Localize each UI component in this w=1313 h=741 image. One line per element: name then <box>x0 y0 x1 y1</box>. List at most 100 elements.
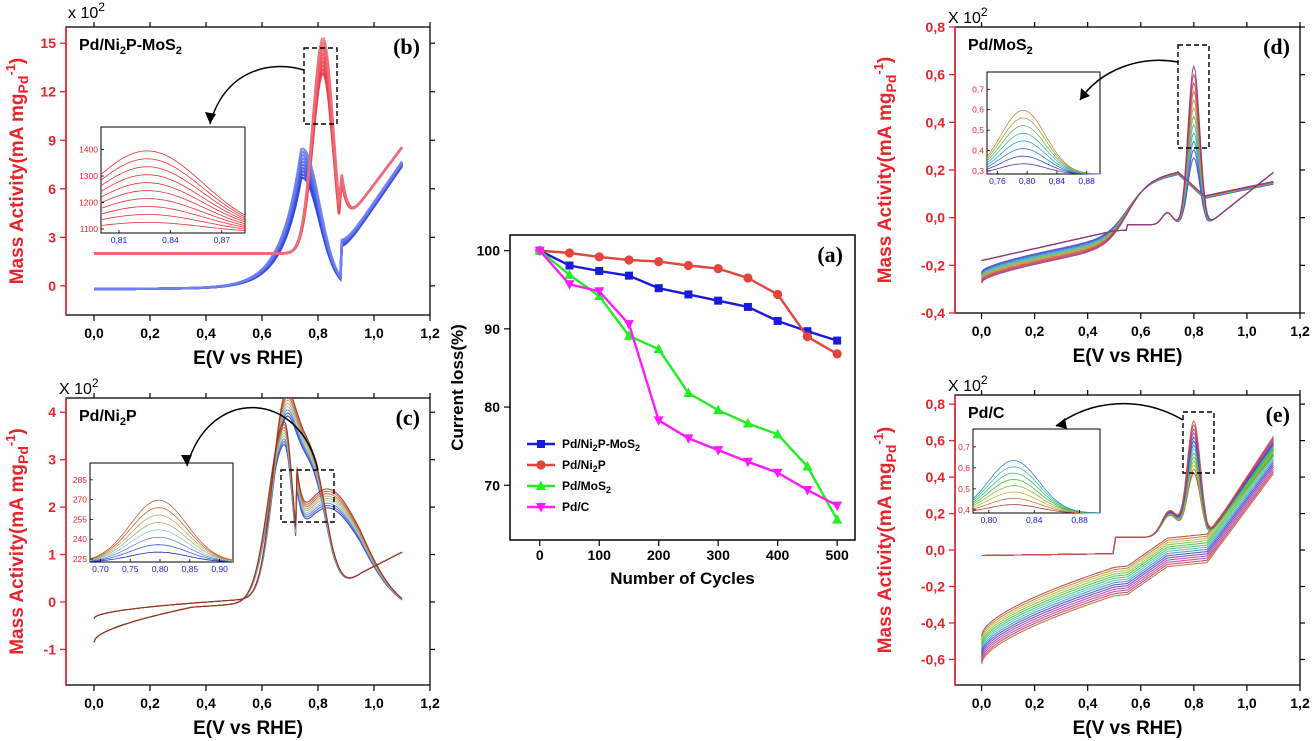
x-tick-label: 0,6 <box>1131 695 1151 711</box>
x-tick-label: 0,0 <box>84 325 104 341</box>
inset-x-tick-label: 0,70 <box>92 564 109 574</box>
cv-curve-forward <box>980 457 1274 650</box>
panel-label-e: (e) <box>1266 402 1290 427</box>
x-tick-label: 1,0 <box>364 695 384 711</box>
cv-curve-forward <box>980 462 1274 654</box>
inset-curve <box>89 536 234 562</box>
inset-curve <box>89 544 234 562</box>
data-point <box>683 434 694 444</box>
y-tick-label: 90 <box>484 321 500 337</box>
x-tick-label: 100 <box>588 547 612 563</box>
x-tick-label: 500 <box>825 547 849 563</box>
x-tick-label: 0 <box>536 547 544 563</box>
cv-curve-forward <box>980 453 1274 645</box>
x-tick-label: 0,8 <box>308 325 328 341</box>
zoom-arrow-head <box>1056 418 1067 429</box>
y-tick-label: 0 <box>48 278 56 294</box>
multiplier-label-e: X 102 <box>948 373 988 395</box>
data-point <box>594 252 604 262</box>
inset-curve <box>100 150 246 216</box>
inset-curve <box>89 521 234 562</box>
material-label-e: Pd/C <box>968 405 1005 422</box>
y-axis-title-d: Mass Activity(mA mgPd-1) <box>871 57 899 284</box>
y-axis-title-e: Mass Activity(mA mgPd-1) <box>871 427 899 654</box>
inset-x-tick-label: 0,88 <box>1078 176 1095 186</box>
panel-label-d: (d) <box>1263 34 1290 59</box>
inset-x-tick-label: 0,87 <box>214 235 231 245</box>
data-point <box>742 457 753 468</box>
y-tick-label: 0,0 <box>926 542 946 558</box>
x-tick-label: 0,8 <box>1184 695 1204 711</box>
legend-label: Pd/C <box>562 500 590 514</box>
data-point <box>803 327 812 336</box>
zoom-box-e <box>1182 411 1215 474</box>
inset-y-tick-label: 0,4 <box>972 146 984 156</box>
x-tick-label: 0,2 <box>140 325 160 341</box>
material-label-b: Pd/Ni2P-MoS2 <box>79 37 182 57</box>
inset-y-tick-label: 1400 <box>79 145 98 155</box>
panel-label-b: (b) <box>393 34 420 59</box>
inset-curve <box>100 206 246 228</box>
zoom-arrow-d <box>1079 59 1179 101</box>
data-point <box>832 501 843 512</box>
curves-c <box>93 398 403 643</box>
panel-b: 0,0 0,2 0,4 0,6 0,8 1,0 1,2 0 3 6 9 12 15 E(V vs RHE)… <box>3 0 440 369</box>
inset-x-tick-label: 0,80 <box>152 564 169 574</box>
zoom-box-d <box>1177 44 1210 149</box>
cv-curve-forward <box>93 420 403 643</box>
data-point <box>743 273 753 283</box>
inset-curves-d <box>986 109 1101 175</box>
zoom-box-c <box>280 469 335 523</box>
inset-curve <box>89 499 234 561</box>
data-point <box>773 289 783 300</box>
y-tick-label: -0,2 <box>921 579 945 595</box>
y-tick-label: 9 <box>48 132 56 148</box>
x-tick-label: 0,8 <box>308 695 328 711</box>
cv-curve-forward <box>980 460 1274 652</box>
inset-y-tick-label: 270 <box>73 495 87 505</box>
cv-curve-forward <box>980 468 1274 660</box>
curves-b <box>94 37 403 291</box>
inset-x-tick-label: 0,84 <box>1026 515 1043 525</box>
x-tick-label: 1,2 <box>1290 695 1310 711</box>
data-point <box>773 317 782 326</box>
y-tick-label: 100 <box>477 243 501 259</box>
x-tick-label: 0,0 <box>972 323 992 339</box>
legend-marker <box>536 480 546 490</box>
cv-curve-forward <box>980 466 1274 658</box>
data-point <box>564 248 575 258</box>
x-tick-label: 0,4 <box>196 695 216 711</box>
x-tick-label: 0,0 <box>84 695 104 711</box>
data-point <box>772 428 783 439</box>
inset-curve <box>972 460 1101 514</box>
inset-y-tick-label: 225 <box>73 554 87 564</box>
inset-x-tick-label: 0,80 <box>1019 176 1036 186</box>
data-point <box>802 485 813 496</box>
y-tick-label: 0,8 <box>926 396 946 412</box>
data-point <box>802 460 813 471</box>
data-point <box>683 260 694 271</box>
x-tick-label: 1,0 <box>364 325 384 341</box>
x-axis-title-b: E(V vs RHE) <box>193 348 303 369</box>
inset-x-tick-label: 0,88 <box>1071 515 1088 525</box>
data-point <box>564 280 575 290</box>
legend-label: Pd/Ni2P-MoS2 <box>562 437 640 453</box>
zoom-arrow-head <box>181 455 192 466</box>
inset-curve <box>100 190 246 225</box>
zoom-arrow-c <box>186 406 319 471</box>
y-tick-label: 70 <box>484 477 500 493</box>
x-tick-label: 0,2 <box>1025 695 1045 711</box>
plot-frame-a <box>509 234 856 541</box>
data-point <box>565 261 574 270</box>
cv-curve-forward <box>980 455 1274 647</box>
cv-curve-reverse <box>93 398 403 619</box>
cv-curve-forward <box>980 451 1274 643</box>
inset-x-tick-label: 0,75 <box>122 564 139 574</box>
inset-curve <box>100 214 246 230</box>
inset-x-tick-label: 0,81 <box>111 235 128 245</box>
cv-curve-reverse <box>94 37 403 255</box>
data-point <box>713 404 724 415</box>
panel-a: 0 100 200 300 400 500 70 80 90 100 Number of Cycle… <box>448 234 856 588</box>
inset-x-tick-label: 0,84 <box>162 235 179 245</box>
